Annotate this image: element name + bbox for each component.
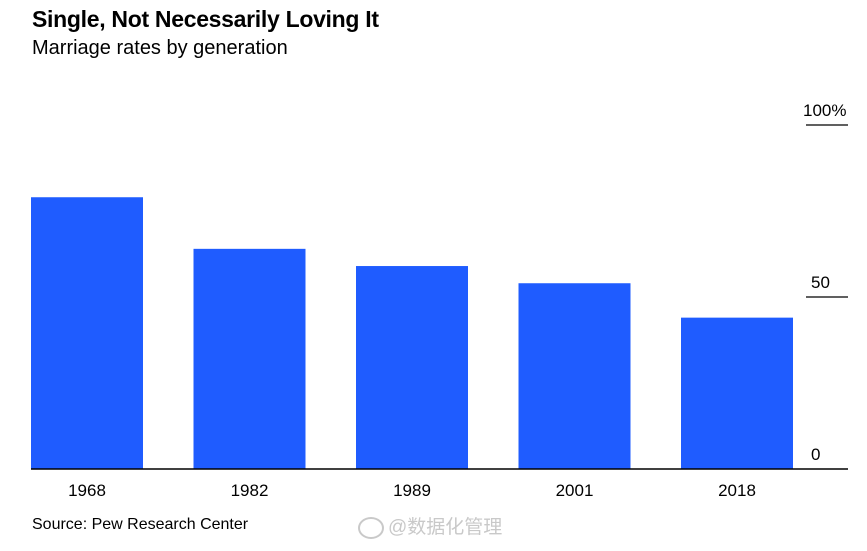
- chart-subtitle: Marriage rates by generation: [32, 37, 288, 59]
- y-tick-label-0: 0: [811, 445, 820, 464]
- bar-2001: [518, 283, 631, 469]
- y-tick-label-100: 100%: [803, 101, 846, 120]
- source-note: Source: Pew Research Center: [32, 516, 249, 533]
- chart-title: Single, Not Necessarily Loving It: [32, 6, 379, 32]
- watermark: @数据化管理: [358, 512, 502, 539]
- bar-2018: [681, 317, 793, 469]
- y-axis: 0 50 100%: [803, 101, 848, 464]
- x-tick-label-1989: 1989: [393, 481, 431, 500]
- bars-group: [31, 197, 793, 470]
- x-tick-label-2001: 2001: [556, 481, 594, 500]
- x-tick-label-1982: 1982: [231, 481, 269, 500]
- x-tick-label-1968: 1968: [68, 481, 106, 500]
- bar-1968: [31, 197, 143, 470]
- bar-1989: [356, 266, 468, 469]
- x-tick-label-2018: 2018: [718, 481, 756, 500]
- bar-1982: [193, 248, 306, 469]
- weibo-icon: [358, 516, 384, 539]
- x-tick-labels: 1968 1982 1989 2001 2018: [68, 481, 756, 500]
- watermark-text: @数据化管理: [388, 517, 503, 538]
- y-tick-label-50: 50: [811, 273, 830, 292]
